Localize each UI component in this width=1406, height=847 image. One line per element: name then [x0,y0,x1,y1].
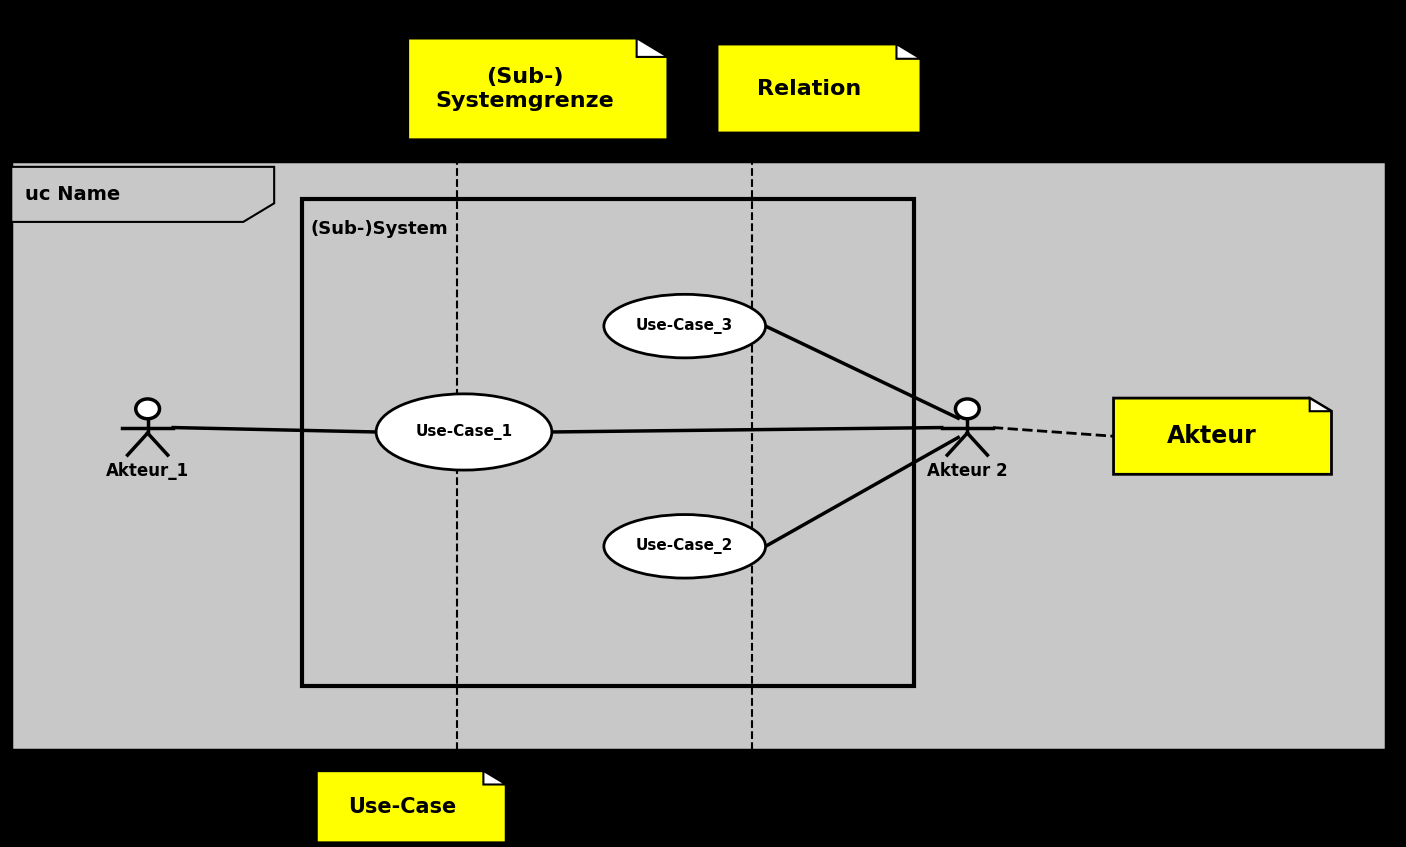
FancyBboxPatch shape [11,161,1386,750]
Polygon shape [408,38,668,140]
Text: Akteur: Akteur [1167,424,1257,448]
Text: Use-Case_1: Use-Case_1 [415,424,513,440]
Text: Akteur_1: Akteur_1 [105,462,190,480]
Text: Relation: Relation [756,79,860,98]
Text: Use-Case: Use-Case [347,797,456,817]
Text: (Sub-)
Systemgrenze: (Sub-) Systemgrenze [436,67,614,111]
Polygon shape [1310,398,1331,411]
Text: Use-Case_3: Use-Case_3 [636,318,734,334]
Polygon shape [637,38,668,57]
Polygon shape [897,44,921,58]
Ellipse shape [605,294,765,357]
Polygon shape [484,771,506,784]
Text: uc Name: uc Name [25,185,121,204]
Ellipse shape [956,399,979,418]
FancyBboxPatch shape [302,199,914,686]
Ellipse shape [377,394,551,470]
Text: Akteur 2: Akteur 2 [927,462,1008,480]
Text: (Sub-)System: (Sub-)System [311,220,449,238]
Text: Use-Case_2: Use-Case_2 [636,539,734,554]
Polygon shape [11,167,274,222]
Ellipse shape [605,515,765,578]
Polygon shape [717,44,921,133]
Polygon shape [1114,398,1331,474]
Ellipse shape [136,399,159,418]
Polygon shape [316,771,506,843]
